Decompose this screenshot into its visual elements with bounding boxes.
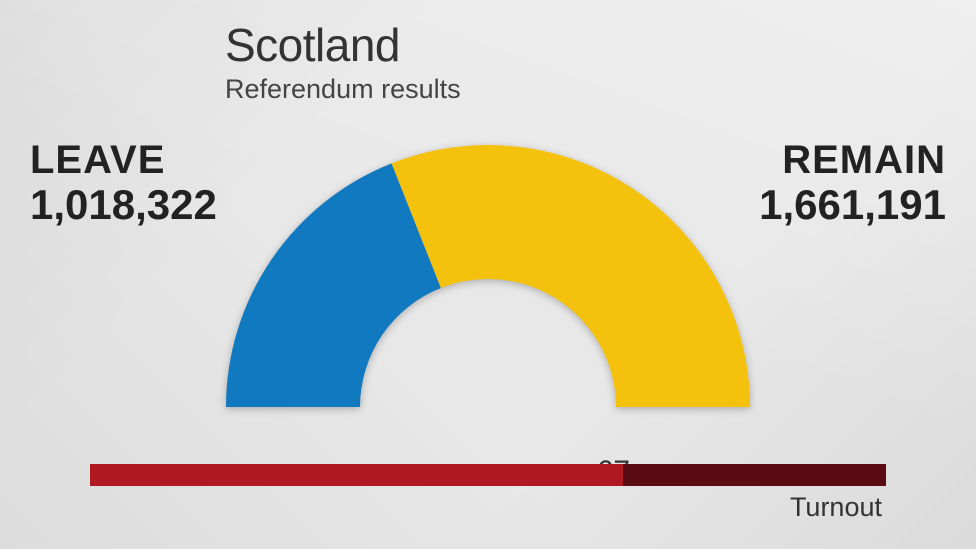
semicircle-gauge-svg — [226, 145, 750, 409]
region-title: Scotland — [225, 18, 461, 72]
turnout-block: 67% Turnout — [90, 464, 886, 523]
gauge-chart — [226, 145, 750, 414]
turnout-bar — [90, 464, 886, 486]
turnout-bar-fill — [90, 464, 623, 486]
chart-header: Scotland Referendum results — [225, 18, 461, 105]
leave-count: 1,018,322 — [30, 182, 217, 228]
turnout-bar-rest — [623, 464, 886, 486]
turnout-label: Turnout — [90, 492, 886, 523]
leave-label-block: LEAVE 1,018,322 — [30, 138, 217, 228]
remain-name: REMAIN — [759, 138, 946, 182]
chart-subtitle: Referendum results — [225, 74, 461, 105]
remain-label-block: REMAIN 1,661,191 — [759, 138, 946, 228]
leave-name: LEAVE — [30, 138, 217, 182]
remain-count: 1,661,191 — [759, 182, 946, 228]
